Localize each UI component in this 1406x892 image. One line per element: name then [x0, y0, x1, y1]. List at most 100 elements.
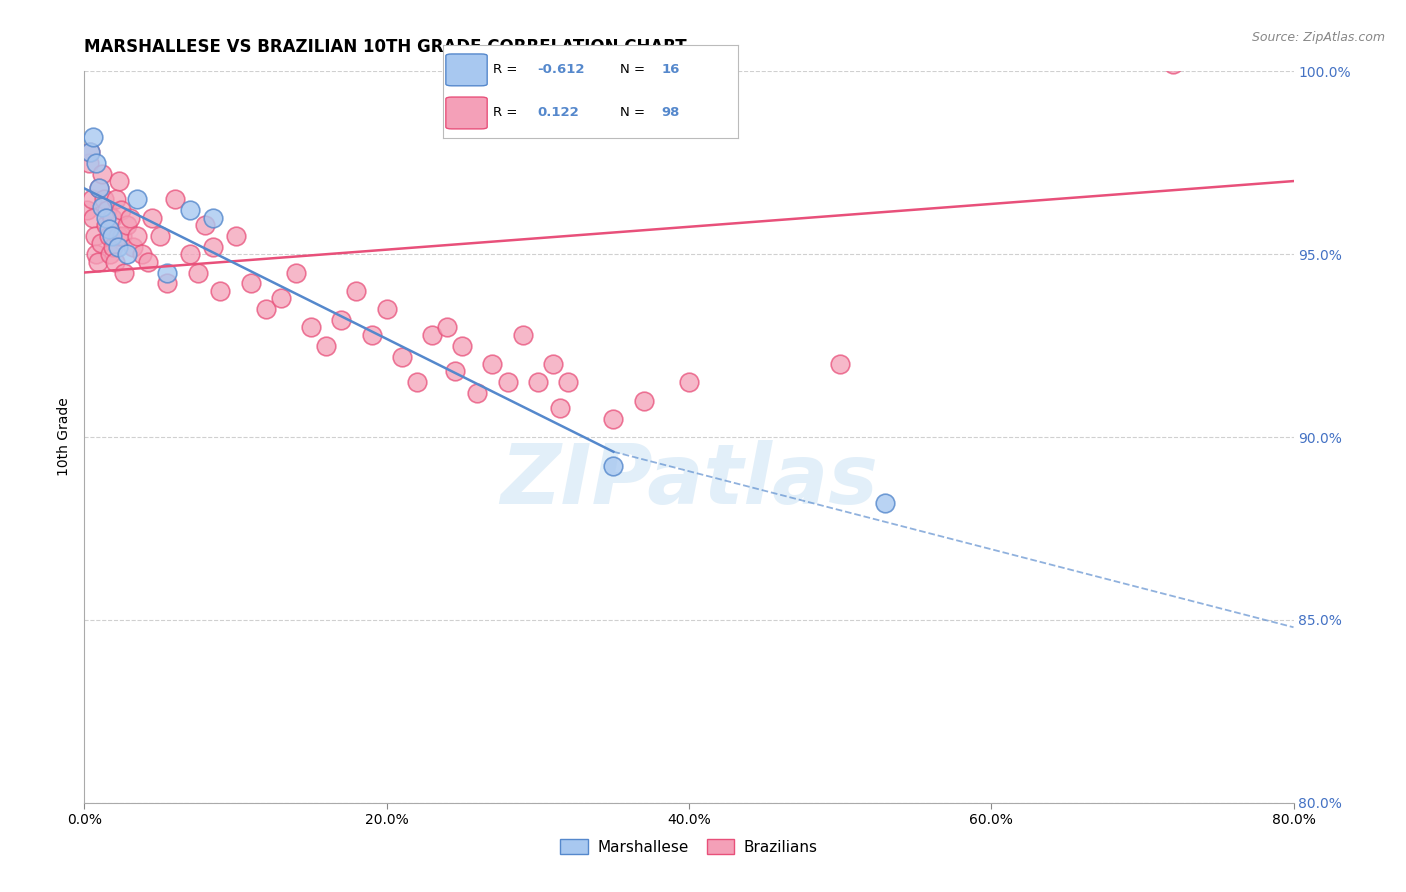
Marshallese — [115, 247, 138, 261]
Brazilians — [149, 229, 172, 244]
Marshallese — [127, 193, 149, 207]
Brazilians — [108, 174, 131, 188]
Brazilians — [225, 229, 247, 244]
Text: Source: ZipAtlas.com: Source: ZipAtlas.com — [1251, 31, 1385, 45]
Marshallese — [94, 211, 117, 225]
Marshallese — [86, 155, 108, 169]
Brazilians — [541, 357, 564, 371]
Brazilians — [194, 218, 217, 232]
Brazilians — [436, 320, 458, 334]
Brazilians — [94, 218, 117, 232]
Marshallese — [179, 203, 201, 218]
Legend: Marshallese, Brazilians: Marshallese, Brazilians — [554, 833, 824, 861]
Brazilians — [104, 254, 127, 268]
Text: ZIPatlas: ZIPatlas — [501, 441, 877, 522]
Marshallese — [91, 200, 114, 214]
Brazilians — [127, 229, 149, 244]
Brazilians — [100, 211, 122, 225]
Brazilians — [496, 376, 519, 390]
Brazilians — [315, 339, 337, 353]
Brazilians — [115, 218, 138, 232]
Marshallese — [602, 459, 624, 474]
Text: 98: 98 — [661, 106, 679, 120]
Brazilians — [86, 247, 108, 261]
Brazilians — [111, 229, 134, 244]
Brazilians — [79, 145, 101, 159]
Brazilians — [84, 229, 107, 244]
Brazilians — [179, 247, 201, 261]
Brazilians — [201, 240, 224, 254]
Brazilians — [527, 376, 550, 390]
Text: MARSHALLESE VS BRAZILIAN 10TH GRADE CORRELATION CHART: MARSHALLESE VS BRAZILIAN 10TH GRADE CORR… — [84, 38, 688, 56]
Brazilians — [89, 181, 111, 195]
Brazilians — [346, 284, 368, 298]
Brazilians — [87, 254, 110, 268]
Brazilians — [105, 193, 128, 207]
Brazilians — [254, 301, 277, 317]
Brazilians — [209, 284, 232, 298]
Brazilians — [141, 211, 163, 225]
Brazilians — [90, 236, 112, 251]
Brazilians — [110, 203, 132, 218]
Y-axis label: 10th Grade: 10th Grade — [58, 398, 72, 476]
Marshallese — [156, 266, 179, 280]
Brazilians — [118, 211, 141, 225]
FancyBboxPatch shape — [446, 54, 486, 86]
Brazilians — [101, 240, 124, 254]
Brazilians — [187, 266, 209, 280]
Text: R =: R = — [494, 106, 526, 120]
Brazilians — [830, 357, 852, 371]
Brazilians — [121, 240, 143, 254]
Brazilians — [270, 291, 292, 305]
Brazilians — [330, 313, 353, 327]
Brazilians — [285, 266, 308, 280]
Brazilians — [299, 320, 322, 334]
Brazilians — [156, 277, 179, 291]
Brazilians — [443, 364, 465, 378]
Marshallese — [201, 211, 224, 225]
Brazilians — [391, 350, 413, 364]
Brazilians — [97, 229, 120, 244]
Brazilians — [112, 266, 135, 280]
Brazilians — [82, 211, 104, 225]
Brazilians — [93, 193, 115, 207]
Marshallese — [89, 181, 111, 195]
Marshallese — [107, 240, 129, 254]
Brazilians — [678, 376, 700, 390]
Text: R =: R = — [494, 63, 522, 77]
Text: N =: N = — [620, 63, 650, 77]
Brazilians — [406, 376, 429, 390]
Brazilians — [557, 376, 579, 390]
Brazilians — [481, 357, 503, 371]
Brazilians — [550, 401, 572, 415]
Text: 0.122: 0.122 — [537, 106, 579, 120]
FancyBboxPatch shape — [446, 97, 486, 129]
Brazilians — [239, 277, 262, 291]
Brazilians — [1161, 57, 1184, 71]
Text: N =: N = — [620, 106, 650, 120]
Marshallese — [100, 229, 122, 244]
Brazilians — [165, 193, 187, 207]
Marshallese — [82, 130, 104, 145]
Text: -0.612: -0.612 — [537, 63, 585, 77]
Brazilians — [76, 203, 98, 218]
Marshallese — [875, 496, 897, 510]
Brazilians — [131, 247, 153, 261]
Brazilians — [602, 412, 624, 426]
Brazilians — [96, 203, 118, 218]
Brazilians — [91, 167, 114, 181]
Marshallese — [97, 221, 120, 235]
Brazilians — [80, 193, 103, 207]
Brazilians — [451, 339, 474, 353]
Text: 16: 16 — [661, 63, 679, 77]
Brazilians — [633, 393, 655, 408]
Brazilians — [107, 229, 129, 244]
Brazilians — [360, 327, 382, 342]
Brazilians — [467, 386, 489, 401]
Brazilians — [512, 327, 534, 342]
Brazilians — [98, 247, 121, 261]
Brazilians — [375, 301, 398, 317]
Brazilians — [420, 327, 443, 342]
Brazilians — [136, 254, 159, 268]
Brazilians — [77, 155, 100, 169]
